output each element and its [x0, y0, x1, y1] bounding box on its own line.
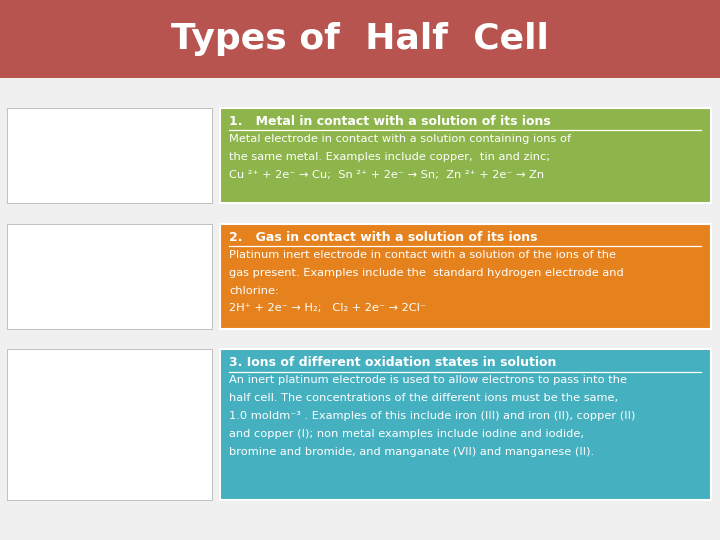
Bar — [220, 108, 711, 202]
Text: Cu ²⁺ + 2e⁻ → Cu;  Sn ²⁺ + 2e⁻ → Sn;  Zn ²⁺ + 2e⁻ → Zn: Cu ²⁺ + 2e⁻ → Cu; Sn ²⁺ + 2e⁻ → Sn; Zn ²… — [229, 170, 544, 180]
Text: the same metal. Examples include copper,  tin and zinc;: the same metal. Examples include copper,… — [229, 152, 550, 162]
Text: Metal electrode in contact with a solution containing ions of: Metal electrode in contact with a soluti… — [229, 134, 571, 144]
Text: bromine and bromide, and manganate (VII) and manganese (II).: bromine and bromide, and manganate (VII)… — [229, 447, 594, 457]
Bar — [220, 349, 711, 500]
Text: 3. Ions of different oxidation states in solution: 3. Ions of different oxidation states in… — [229, 356, 557, 369]
Text: 2H⁺ + 2e⁻ → H₂;   Cl₂ + 2e⁻ → 2Cl⁻: 2H⁺ + 2e⁻ → H₂; Cl₂ + 2e⁻ → 2Cl⁻ — [229, 303, 426, 314]
Bar — [220, 224, 711, 329]
Bar — [7, 108, 212, 202]
Text: 2.   Gas in contact with a solution of its ions: 2. Gas in contact with a solution of its… — [229, 231, 537, 244]
Text: An inert platinum electrode is used to allow electrons to pass into the: An inert platinum electrode is used to a… — [229, 375, 627, 386]
Text: 1.0 moldm⁻³ . Examples of this include iron (III) and iron (II), copper (II): 1.0 moldm⁻³ . Examples of this include i… — [229, 411, 635, 421]
Text: half cell. The concentrations of the different ions must be the same,: half cell. The concentrations of the dif… — [229, 393, 618, 403]
Text: Platinum inert electrode in contact with a solution of the ions of the: Platinum inert electrode in contact with… — [229, 250, 616, 260]
Bar — [7, 349, 212, 500]
Bar — [7, 224, 212, 329]
Bar — [0, 0, 720, 78]
Text: Types of  Half  Cell: Types of Half Cell — [171, 22, 549, 56]
Text: and copper (I); non metal examples include iodine and iodide,: and copper (I); non metal examples inclu… — [229, 429, 584, 439]
Text: 1.   Metal in contact with a solution of its ions: 1. Metal in contact with a solution of i… — [229, 115, 551, 128]
Text: chlorine:: chlorine: — [229, 286, 279, 296]
Text: gas present. Examples include the  standard hydrogen electrode and: gas present. Examples include the standa… — [229, 268, 624, 278]
